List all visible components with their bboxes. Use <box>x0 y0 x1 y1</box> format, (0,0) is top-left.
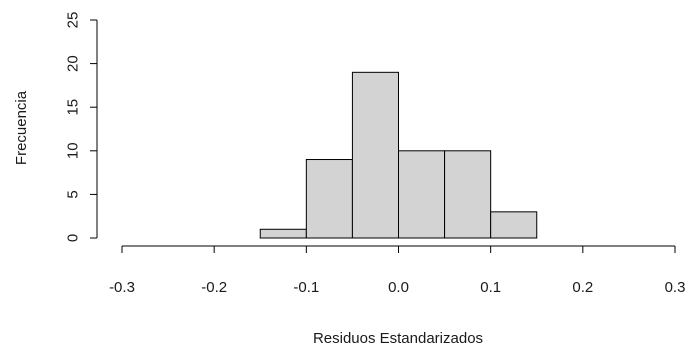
x-axis-label: Residuos Estandarizados <box>313 330 483 347</box>
histogram-bars <box>259 71 538 239</box>
x-tick-label: -0.3 <box>109 279 135 296</box>
histogram-bar-1 <box>305 159 353 239</box>
x-tick-label: 0.3 <box>665 279 686 296</box>
x-axis: -0.3 -0.2 -0.1 0.0 0.1 0.2 0.3 <box>109 245 686 296</box>
histogram-bar-3 <box>398 150 446 239</box>
y-tick-label: 5 <box>64 190 81 198</box>
histogram-bar-2 <box>351 71 399 239</box>
x-tick-label: 0.1 <box>480 279 501 296</box>
y-axis-label: Frecuencia <box>13 90 30 165</box>
histogram-bar-0 <box>259 228 307 239</box>
y-tick-label: 10 <box>64 142 81 159</box>
x-tick-label: -0.1 <box>293 279 319 296</box>
y-tick-label: 20 <box>64 55 81 72</box>
x-tick-label: 0.2 <box>572 279 593 296</box>
y-tick-label: 15 <box>64 99 81 116</box>
y-tick-label: 0 <box>64 234 81 242</box>
histogram-bar-5 <box>490 211 538 239</box>
histogram-bar-4 <box>444 150 492 239</box>
y-axis: 0 5 10 15 20 25 <box>64 12 98 242</box>
x-tick-label: -0.2 <box>201 279 227 296</box>
y-tick-label: 25 <box>64 12 81 29</box>
x-tick-label: 0.0 <box>388 279 409 296</box>
